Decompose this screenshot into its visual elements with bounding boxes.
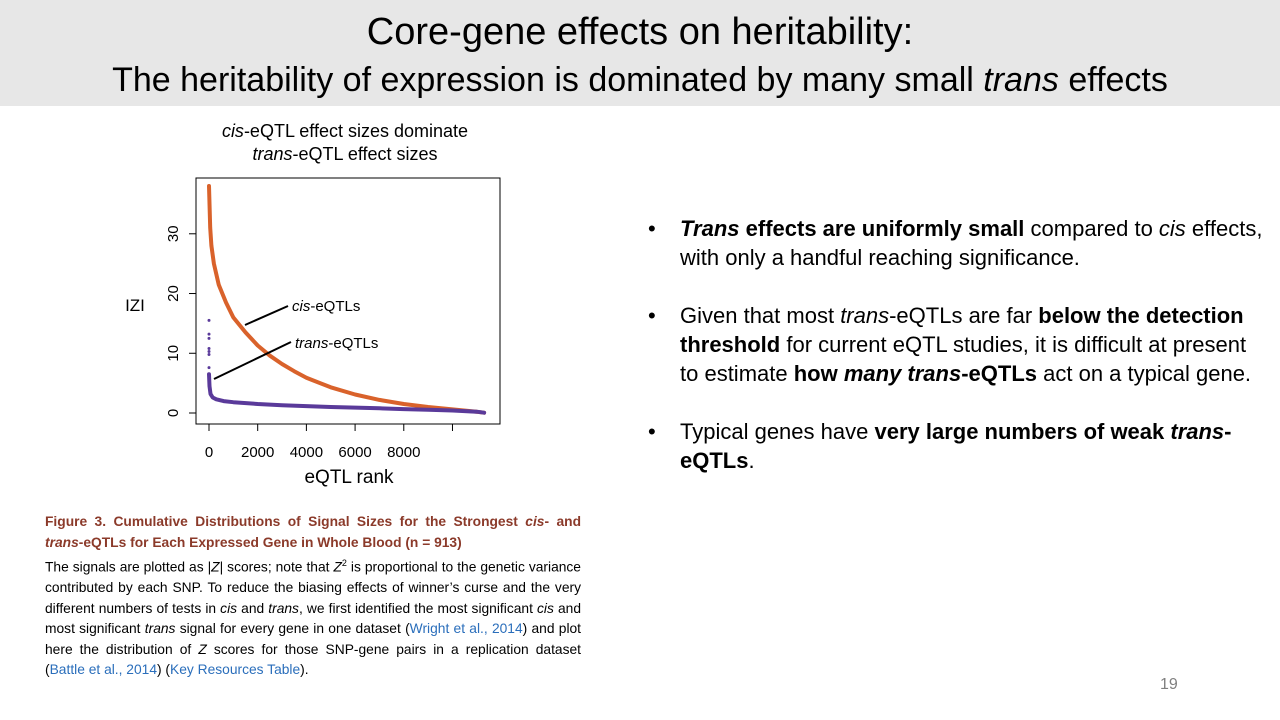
series-layer [207,184,487,415]
caption-heading: Figure 3. Cumulative Distributions of Si… [45,514,581,550]
y-axis: 0 10 20 30 [165,225,196,417]
x-tick-label: 0 [205,444,213,461]
citation-link-battle[interactable]: Battle et al., 2014 [49,662,157,678]
trans-outlier-point [207,366,211,370]
key-resources-link[interactable]: Key Resources Table [170,662,301,678]
annotation-leader-line [213,341,292,380]
y-tick-label: 0 [165,409,182,417]
trans-outlier-point [207,349,211,353]
annotation-layer: cis-eQTLs trans-eQTLs [213,298,378,380]
figure-caption: Figure 3. Cumulative Distributions of Si… [45,512,581,681]
trans-outlier-point [207,352,211,356]
bullet-marker: • [648,216,656,241]
cis-eqtls-label: cis-eQTLs [292,298,360,315]
bullet-list: • Trans effects are uniformly small comp… [648,214,1268,504]
y-axis-label: IZI [125,296,145,315]
y-tick-label: 20 [165,285,182,302]
bullet-item: • Trans effects are uniformly small comp… [648,216,1263,270]
plot-frame [195,177,501,425]
slide-subtitle: The heritability of expression is domina… [112,61,1168,99]
trans-outlier-point [207,332,211,336]
y-tick-label: 10 [165,345,182,362]
bullet-marker: • [648,419,656,444]
y-tick-label: 30 [165,225,182,242]
bullet-item: • Given that most trans-eQTLs are far be… [648,303,1252,386]
bullet-item: • Typical genes have very large numbers … [648,419,1232,473]
trans-outlier-point [207,346,211,350]
slide-title: Core-gene effects on heritability: [366,11,914,53]
annotation-leader-line [244,305,289,326]
trans-outlier-point [207,336,211,340]
trans-outlier-point [207,318,211,322]
x-tick-label: 8000 [387,444,420,461]
bullet-marker: • [648,303,656,328]
x-axis: 0 2000 4000 6000 8000 [205,424,453,461]
chart-title: cis-eQTL effect sizes dominate trans-eQT… [221,121,469,164]
caption-body: The signals are plotted as |Z| scores; n… [45,558,582,678]
x-tick-label: 4000 [290,444,323,461]
x-tick-label: 2000 [241,444,274,461]
cis-eqtl-series [207,184,487,415]
citation-link-wright[interactable]: Wright et al., 2014 [409,621,523,637]
trans-eqtls-label: trans-eQTLs [295,335,378,352]
x-tick-label: 6000 [338,444,371,461]
page-number: 19 [1160,676,1178,693]
trans-eqtl-series [207,372,487,415]
slide-header: Core-gene effects on heritability: The h… [0,0,1280,106]
x-axis-label: eQTL rank [304,467,394,488]
